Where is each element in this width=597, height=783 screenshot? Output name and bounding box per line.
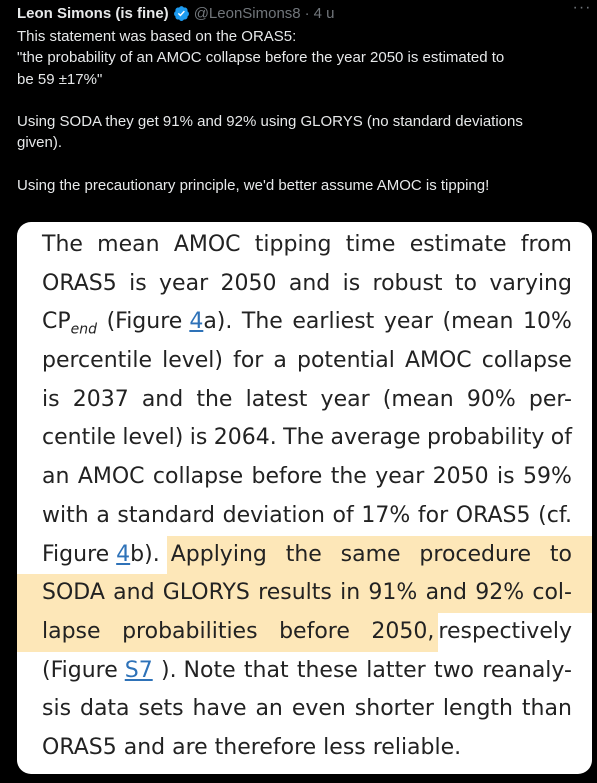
- tweet-text: This statement was based on the ORAS5: "…: [17, 26, 592, 196]
- separator-dot: ·: [304, 4, 310, 22]
- tweet-line: given).: [17, 134, 63, 152]
- more-options-icon[interactable]: ···: [572, 0, 592, 16]
- excerpt-line: sis data sets have an even shorter length than: [42, 696, 572, 722]
- timestamp[interactable]: 4 u: [313, 4, 335, 22]
- excerpt-line: lapse probabilities before 2050, respective…: [17, 612, 572, 652]
- verified-badge-icon: [173, 5, 189, 21]
- figure-4-link: 4: [189, 309, 204, 335]
- tweet-line: be 59 ±17%": [17, 70, 103, 88]
- author-name[interactable]: Leon Simons (is fine): [17, 4, 169, 22]
- excerpt-line: centile level) is 2064. The average probabilit…: [42, 425, 572, 451]
- excerpt-line: (Figure S7 ). Note that these latter two rean…: [42, 657, 572, 683]
- paper-excerpt: The mean AMOC tipping time estimate from ORAS5…: [17, 226, 592, 768]
- tweet-line: This statement was based on the ORAS5:: [17, 28, 297, 45]
- excerpt-line: is 2037 and the latest year (mean 90% per-: [42, 386, 572, 412]
- figure-s7-link: S7: [124, 657, 153, 683]
- author-handle[interactable]: @LeonSimons8: [193, 4, 301, 22]
- tweet-line: Using SODA they get 91% and 92% using GL…: [17, 113, 523, 131]
- tweet-line: "the probability of an AMOC collapse bef…: [17, 49, 505, 67]
- tweet-line: Using the precautionary principle, we'd …: [17, 177, 490, 195]
- tweet-header: Leon Simons (is fine) @LeonSimons8 · 4 u: [17, 2, 589, 24]
- excerpt-line: with a standard deviation of 17% for ORAS5 (cf.: [42, 502, 572, 528]
- excerpt-line: CPend (Figure 4a). The earliest year (mean 1…: [42, 309, 572, 338]
- highlighted-text: Applying the same procedure to: [166, 535, 592, 575]
- excerpt-line: Figure 4b). Applying the same procedure to: [42, 535, 592, 575]
- excerpt-line: percentile level) for a potential AMOC collaps…: [42, 348, 572, 374]
- figure-4-link: 4: [116, 541, 131, 567]
- excerpt-line: ORAS5 and are therefore less reliable.: [42, 734, 462, 760]
- attached-image[interactable]: The mean AMOC tipping time estimate from ORAS5…: [17, 222, 592, 774]
- highlighted-text: lapse probabilities before 2050,: [17, 612, 439, 652]
- highlighted-text: SODA and GLORYS results in 91% and 92% col-: [17, 574, 592, 613]
- excerpt-line: ORAS5 is year 2050 and is robust to varying: [42, 270, 572, 296]
- excerpt-line: The mean AMOC tipping time estimate from: [42, 232, 572, 257]
- excerpt-line: an AMOC collapse before the year 2050 is 59%: [42, 464, 572, 490]
